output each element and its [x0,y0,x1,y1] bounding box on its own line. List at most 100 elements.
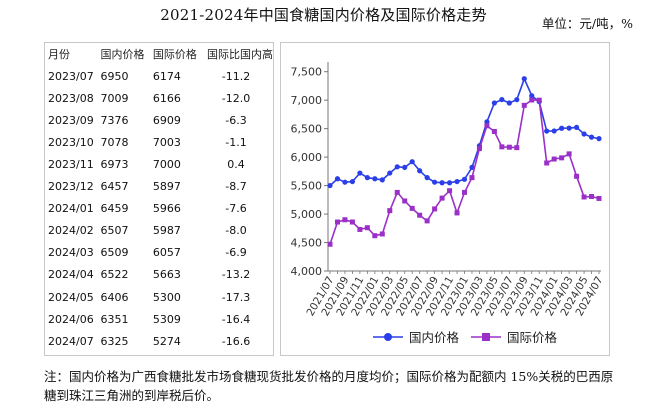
cell-month: 2023/09 [48,113,94,127]
data-point [491,128,497,134]
data-point [514,97,520,103]
data-point [566,151,572,157]
table-row: 2024/04 6522 5663 -13.2 [45,264,273,286]
cell-month: 2024/06 [48,312,94,326]
legend-label: 国际价格 [507,330,558,345]
data-point [506,100,512,106]
data-point [499,96,505,103]
legend-marker [384,333,392,341]
cell-international: 5897 [152,180,181,194]
table-header-row: 月份 国内价格 国际价格 国际比国内高 [45,43,273,65]
data-point [566,125,572,131]
data-point [551,156,557,162]
legend-marker [482,333,490,341]
cell-domestic: 6457 [100,180,129,194]
data-point [551,128,557,134]
data-point [521,76,527,82]
legend-label: 国内价格 [409,330,460,345]
data-point [409,159,415,165]
y-tick-label: 5,500 [291,180,323,193]
data-point [432,179,438,185]
data-point [596,136,602,142]
data-point [476,146,482,152]
cell-domestic: 6507 [100,224,129,238]
cell-international: 6166 [152,91,181,105]
cell-difference: 0.4 [227,158,245,172]
data-point [484,123,490,129]
data-point [454,178,460,185]
data-point [372,233,378,239]
cell-domestic: 6522 [100,268,129,282]
cell-domestic: 6459 [100,202,129,216]
cell-month: 2023/12 [48,180,94,194]
data-point [327,182,333,189]
cell-international: 6909 [152,113,181,127]
cell-difference: -6.9 [225,246,247,260]
y-tick-label: 4,500 [291,237,323,250]
data-point [446,180,453,186]
series-line-domestic [329,76,600,187]
data-point [514,145,520,151]
cell-difference: -12.0 [221,91,251,105]
chart-panel: 4,000 4,500 5,000 5,500 6,000 6,500 7,000 7,500… [280,42,610,356]
y-tick-label: 7,000 [291,94,323,107]
data-point [462,189,467,195]
y-tick-label: 4,000 [291,265,323,278]
data-point [357,226,363,232]
y-tick-label: 5,000 [291,208,323,221]
cell-international: 5966 [152,202,181,216]
cell-international: 6174 [152,69,181,83]
data-point [424,218,430,224]
y-tick-label: 6,500 [291,123,323,136]
data-point [364,175,370,181]
data-point [372,176,378,182]
cell-domestic: 7078 [100,135,129,149]
data-point [581,194,587,200]
unit-label: 单位：元/吨，% [541,16,633,31]
y-tick-label: 7,500 [291,66,323,79]
data-point [491,100,497,106]
cell-month: 2024/03 [48,246,94,260]
cell-month: 2024/07 [48,334,94,348]
table-row: 2023/10 7078 7003 -1.1 [45,131,273,153]
data-point [342,217,348,223]
data-point [334,219,340,225]
data-point [349,178,356,185]
data-point [394,189,400,195]
cell-month: 2024/05 [48,290,94,304]
header-month: 月份 [48,48,70,62]
cell-domestic: 6325 [100,334,129,348]
data-point [424,175,430,181]
data-point [394,164,400,170]
header-difference: 国际比国内高 [207,48,273,62]
cell-difference: -13.2 [221,268,251,282]
cell-month: 2023/11 [48,158,94,172]
cell-difference: -6.3 [225,113,247,127]
cell-difference: -16.6 [221,334,251,348]
cell-domestic: 7009 [100,91,129,105]
data-point [588,134,595,140]
data-point [544,160,550,166]
chart-title: 2021-2024年中国食糖国内价格及国际价格走势 [160,6,487,24]
table-row: 2024/06 6351 5309 -16.4 [45,308,273,330]
data-point [536,97,542,103]
cell-difference: -8.7 [225,180,247,194]
table-row: 2023/12 6457 5897 -8.7 [45,176,273,198]
footnote: 注：国内价格为广西食糖批发市场食糖现货批发价格的月度均价；国际价格为配额内 15… [44,369,614,403]
table-row: 2024/07 6325 5274 -16.6 [45,330,273,352]
data-point [379,231,385,237]
cell-international: 5663 [152,268,181,282]
cell-international: 6057 [152,246,181,260]
data-point [454,210,460,216]
data-point [402,198,408,204]
cell-international: 5274 [152,334,181,348]
data-point [387,170,393,176]
cell-difference: -16.4 [221,312,251,326]
data-point [387,208,393,214]
cell-domestic: 6509 [100,246,129,260]
cell-difference: -17.3 [221,290,251,304]
cell-domestic: 6950 [100,69,129,83]
table-row: 2024/05 6406 5300 -17.3 [45,286,273,308]
data-point [529,93,535,99]
data-point [342,179,348,185]
